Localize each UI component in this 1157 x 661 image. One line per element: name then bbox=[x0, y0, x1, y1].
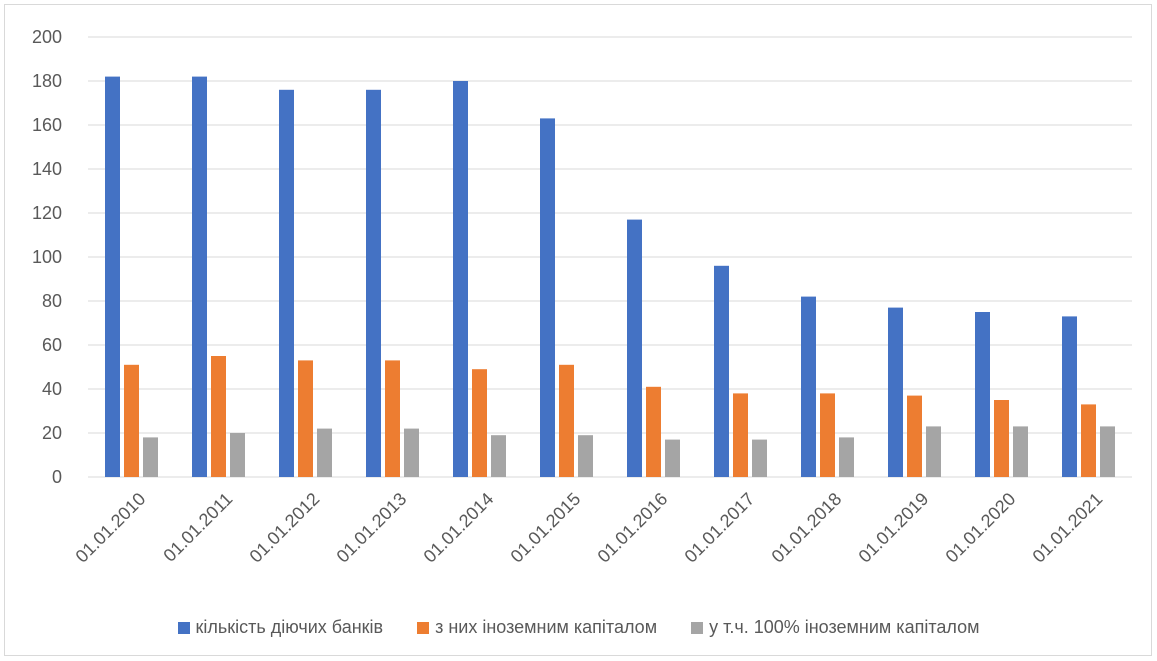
x-tick-label: 01.01.2017 bbox=[681, 489, 759, 567]
bars bbox=[105, 76, 1115, 478]
y-tick-label: 60 bbox=[42, 335, 62, 355]
bar bbox=[298, 360, 313, 477]
x-tick-label: 01.01.2018 bbox=[768, 489, 846, 567]
bar bbox=[453, 81, 468, 477]
x-tick-label: 01.01.2010 bbox=[72, 489, 150, 567]
x-axis-ticks: 01.01.2010 01.01.2011 01.01.2012 01.01.2013… bbox=[72, 489, 1107, 567]
legend-swatch bbox=[177, 621, 190, 634]
bar bbox=[820, 393, 835, 477]
bar bbox=[975, 312, 990, 477]
gridlines bbox=[88, 36, 1132, 478]
bar bbox=[888, 307, 903, 477]
bar bbox=[1013, 426, 1028, 477]
y-tick-label: 180 bbox=[32, 71, 62, 91]
x-tick-label: 01.01.2021 bbox=[1029, 489, 1107, 567]
legend-label: у т.ч. 100% іноземним капіталом bbox=[709, 617, 980, 637]
y-tick-label: 120 bbox=[32, 203, 62, 223]
y-tick-label: 140 bbox=[32, 159, 62, 179]
bar bbox=[907, 395, 922, 477]
bar bbox=[1081, 404, 1096, 477]
bar bbox=[926, 426, 941, 477]
y-axis-ticks: 0 20 40 60 80 100 120 140 160 180 200 bbox=[32, 27, 62, 487]
bar bbox=[994, 400, 1009, 477]
bar bbox=[124, 364, 139, 477]
bar bbox=[105, 76, 120, 477]
x-tick-label: 01.01.2014 bbox=[420, 489, 498, 567]
bar bbox=[472, 369, 487, 477]
bar bbox=[714, 265, 729, 477]
legend-swatch bbox=[691, 621, 704, 634]
x-tick-label: 01.01.2012 bbox=[246, 489, 324, 567]
y-tick-label: 20 bbox=[42, 423, 62, 443]
legend-item: з них іноземним капіталом bbox=[417, 617, 657, 638]
bar bbox=[385, 360, 400, 477]
bar bbox=[559, 364, 574, 477]
bar bbox=[578, 435, 593, 477]
bar bbox=[491, 435, 506, 477]
bar bbox=[540, 118, 555, 478]
x-tick-label: 01.01.2015 bbox=[507, 489, 585, 567]
x-tick-label: 01.01.2016 bbox=[594, 489, 672, 567]
bar bbox=[1100, 426, 1115, 477]
bar bbox=[1062, 316, 1077, 477]
bar bbox=[752, 439, 767, 477]
y-tick-label: 80 bbox=[42, 291, 62, 311]
x-tick-label: 01.01.2011 bbox=[159, 489, 236, 566]
bar bbox=[665, 439, 680, 477]
bar bbox=[733, 393, 748, 477]
x-tick-label: 01.01.2020 bbox=[942, 489, 1020, 567]
bar bbox=[230, 433, 245, 477]
bar bbox=[627, 219, 642, 477]
bar bbox=[646, 386, 661, 477]
bar bbox=[317, 428, 332, 477]
legend-item: у т.ч. 100% іноземним капіталом bbox=[691, 617, 979, 638]
y-tick-label: 40 bbox=[42, 379, 62, 399]
y-tick-label: 160 bbox=[32, 115, 62, 135]
y-tick-label: 100 bbox=[32, 247, 62, 267]
legend: кількість діючих банків з них іноземним к… bbox=[0, 617, 1157, 638]
bar bbox=[366, 89, 381, 478]
legend-label: кількість діючих банків bbox=[195, 617, 384, 637]
bar bbox=[404, 428, 419, 477]
legend-item: кількість діючих банків bbox=[177, 617, 384, 638]
legend-swatch bbox=[417, 621, 430, 634]
bar bbox=[801, 296, 816, 477]
bar bbox=[839, 437, 854, 477]
bar bbox=[143, 437, 158, 477]
bar bbox=[211, 356, 226, 477]
y-tick-label: 200 bbox=[32, 27, 62, 47]
bar bbox=[279, 89, 294, 478]
bar bbox=[192, 76, 207, 477]
x-tick-label: 01.01.2013 bbox=[333, 489, 411, 567]
y-tick-label: 0 bbox=[52, 467, 62, 487]
legend-label: з них іноземним капіталом bbox=[435, 617, 658, 637]
x-tick-label: 01.01.2019 bbox=[855, 489, 933, 567]
